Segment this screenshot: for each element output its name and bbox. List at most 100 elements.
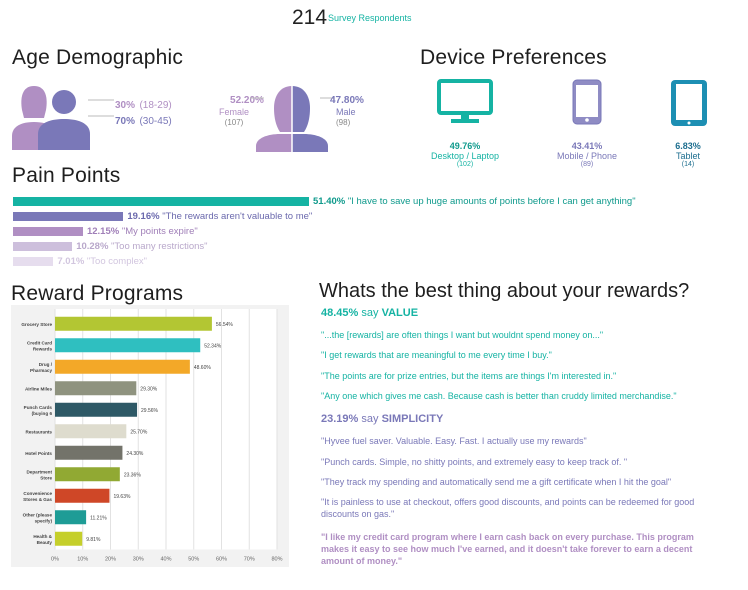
category-label: specify)	[35, 518, 53, 523]
category-label: Other (please	[23, 512, 53, 517]
female-count: (107)	[224, 118, 244, 127]
pain-text: "I have to save up huge amounts of point…	[345, 196, 636, 207]
mobile-label: Mobile / Phone	[556, 151, 618, 161]
category-label: Store	[40, 475, 52, 480]
category-label: Airline Miles	[25, 386, 53, 391]
simplicity-quote-2: "Punch cards. Simple, no shitty points, …	[321, 457, 628, 467]
bar	[55, 338, 201, 353]
pain-label: 10.28% "Too many restrictions"	[76, 241, 207, 252]
x-tick-label: 60%	[216, 557, 227, 563]
pain-pct: 7.01%	[57, 256, 85, 267]
category-label: Health &	[33, 534, 52, 539]
female-pct: 52.20%	[230, 95, 264, 106]
male-pct: 47.80%	[330, 95, 364, 106]
pain-bar	[13, 227, 83, 236]
x-tick-label: 20%	[105, 557, 116, 563]
age-group-young: 30% (18-29)	[115, 100, 172, 111]
age-title: Age Demographic	[12, 46, 184, 69]
device-title: Device Preferences	[420, 46, 607, 69]
simplicity-quote-4: "It is painless to use at checkout, offe…	[321, 497, 695, 519]
x-tick-label: 10%	[77, 557, 88, 563]
desktop-icon	[437, 79, 493, 123]
reward-programs-chart: 0% 10% 20% 30% 40% 50% 60% 70% 80% Grocery Store 5…	[11, 305, 289, 567]
gender-split-icon	[250, 86, 334, 152]
value-quote-3: "The points are for prize entries, but t…	[321, 371, 617, 381]
people-icon	[12, 86, 90, 150]
pain-bar	[13, 242, 73, 251]
x-tick-label: 50%	[188, 557, 199, 563]
category-label: Hotel Points	[25, 451, 52, 456]
pain-label: 19.16% "The rewards aren't valuable to m…	[127, 211, 312, 222]
tablet-label: Tablet	[675, 151, 701, 161]
best-title: Whats the best thing about your rewards?	[319, 280, 690, 302]
pain-pct: 51.40%	[313, 196, 346, 207]
pain-pct: 12.15%	[86, 226, 120, 237]
bar	[55, 488, 110, 503]
category-label: Drug /	[39, 362, 53, 367]
value-quote-1: "...the [rewards] are often things I wan…	[321, 330, 604, 340]
phone-icon	[572, 79, 602, 125]
tablet-pct: 6.83%	[675, 141, 701, 151]
category-label: Credit Card	[27, 340, 52, 345]
x-tick-label: 80%	[271, 557, 282, 563]
pain-bar	[13, 197, 309, 206]
tablet-icon	[671, 80, 707, 126]
data-label: 48.60%	[194, 365, 212, 371]
bar	[55, 531, 83, 546]
desktop-label: Desktop / Laptop	[430, 151, 500, 161]
pain-text: "Too many restrictions"	[108, 241, 208, 252]
pain-pct: 19.16%	[127, 211, 160, 222]
data-label: 25.70%	[130, 429, 148, 435]
simplicity-heading: 23.19% say SIMPLICITY	[321, 413, 444, 425]
desktop-count: (102)	[456, 161, 474, 168]
value-quote-2: "I get rewards that are meaningful to me…	[321, 350, 552, 360]
age-group-older: 70% (30-45)	[115, 116, 172, 127]
data-label: 52.34%	[204, 343, 222, 349]
pain-title: Pain Points	[12, 164, 121, 187]
bar	[55, 381, 137, 396]
pain-label: 7.01% "Too complex"	[57, 256, 147, 267]
x-tick-label: 40%	[160, 557, 171, 563]
pain-pct: 10.28%	[76, 241, 109, 252]
tablet-count: (14)	[681, 161, 695, 168]
category-label: (buying 6	[32, 411, 53, 416]
data-label: 24.30%	[126, 451, 144, 457]
category-label: Rewards	[33, 346, 53, 351]
male-label: Male	[336, 107, 356, 117]
bar	[55, 316, 212, 331]
pain-text: "Too complex"	[84, 256, 148, 267]
category-label: Grocery Store	[21, 322, 52, 327]
x-tick-label: 0%	[51, 557, 59, 563]
category-label: Department	[26, 469, 52, 474]
pain-bar	[13, 212, 124, 221]
pain-bar	[13, 257, 54, 266]
reward-chart-svg: 0% 10% 20% 30% 40% 50% 60% 70% 80% Grocery Store 5…	[21, 309, 283, 563]
age-connector-lines	[88, 99, 114, 117]
category-label: Punch Cards	[24, 405, 53, 410]
simplicity-quote-3: "They track my spending and automaticall…	[321, 477, 672, 487]
female-label: Female	[218, 107, 249, 117]
mobile-count: (89)	[580, 161, 594, 168]
category-label: Beauty	[37, 540, 53, 545]
desktop-pct: 49.76%	[449, 141, 481, 151]
bar	[55, 359, 190, 374]
rewards-title: Reward Programs	[11, 282, 184, 305]
x-tick-label: 70%	[244, 557, 255, 563]
pain-text: "The rewards aren't valuable to me"	[159, 211, 313, 222]
x-tick-label: 30%	[133, 557, 144, 563]
pain-text: "My points expire"	[119, 226, 198, 237]
data-label: 19.63%	[113, 494, 131, 500]
category-label: Restaurants	[25, 429, 52, 434]
bar	[55, 424, 127, 439]
final-quote: "I like my credit card program where I e…	[321, 532, 694, 566]
data-label: 9.81%	[86, 537, 101, 543]
bar	[55, 510, 87, 525]
data-label: 56.54%	[216, 322, 234, 328]
category-label: Pharmacy	[30, 368, 52, 373]
bar	[55, 467, 120, 482]
data-label: 29.30%	[140, 386, 158, 392]
pain-label: 51.40% "I have to save up huge amounts o…	[313, 196, 636, 207]
respondent-count: 214	[292, 6, 328, 29]
category-label: Convenience	[23, 491, 52, 496]
data-label: 11.21%	[90, 515, 107, 521]
